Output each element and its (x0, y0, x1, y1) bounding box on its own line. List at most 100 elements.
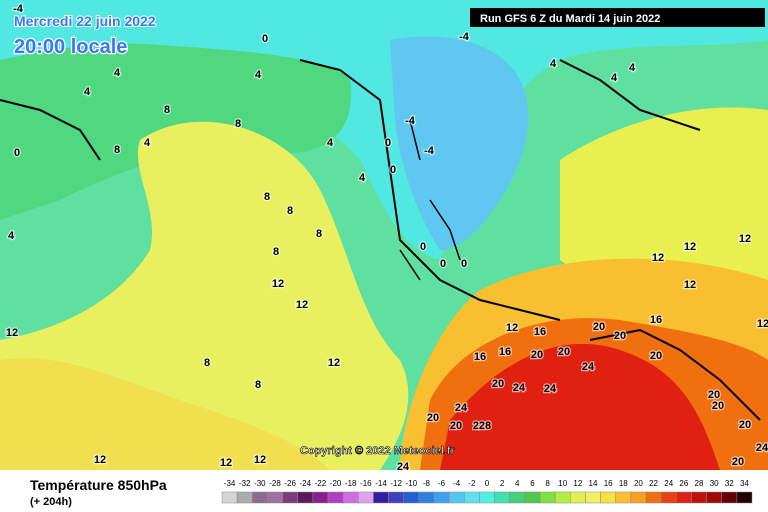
scale-label: 12 (573, 479, 582, 488)
scale-label: 26 (679, 479, 688, 488)
scale-swatch (312, 491, 329, 504)
contour-label: 4 (629, 62, 636, 74)
contour-label: 20 (732, 456, 744, 468)
scale-swatch (676, 491, 692, 504)
scale-label: -8 (423, 479, 431, 488)
scale-label: -34 (224, 479, 236, 488)
scale-swatch (615, 491, 632, 504)
scale-swatch (358, 491, 374, 504)
scale-label: -28 (269, 479, 281, 488)
contour-label: 8 (164, 104, 170, 116)
contour-label: 4 (114, 67, 121, 79)
contour-label: 20 (712, 400, 724, 412)
scale-swatch (539, 491, 556, 504)
scale-label: -4 (453, 479, 461, 488)
contour-label: 20 (558, 346, 570, 358)
contour-label: 20 (450, 420, 462, 432)
scale-swatch (585, 491, 601, 504)
contour-label: 4 (327, 137, 334, 149)
forecast-date: Mercredi 22 juin 2022 (14, 13, 156, 29)
contour-label: 8 (114, 144, 120, 156)
contour-label: 20 (708, 389, 720, 401)
scale-label: 30 (710, 479, 719, 488)
scale-label: 16 (604, 479, 613, 488)
contour-label: 20 (739, 419, 751, 431)
scale-swatch (464, 491, 480, 504)
contour-label: 12 (254, 454, 266, 466)
scale-label: 20 (634, 479, 643, 488)
scale-label: 6 (530, 479, 535, 488)
scale-swatch (600, 491, 616, 504)
scale-label: -20 (330, 479, 342, 488)
scale-label: -32 (239, 479, 251, 488)
scale-swatch (630, 491, 647, 504)
contour-label: 0 (440, 258, 446, 270)
contour-label: 20 (650, 350, 662, 362)
legend-title: Température 850hPa (30, 477, 167, 493)
contour-label: 16 (534, 326, 546, 338)
contour-label: 12 (684, 241, 696, 253)
scale-swatch (252, 491, 268, 504)
scale-swatch (570, 491, 586, 504)
contour-label: 24 (513, 382, 526, 394)
scale-label: 32 (725, 479, 734, 488)
hottest-zone (440, 343, 720, 470)
scale-swatch (418, 491, 435, 504)
contour-label: 0 (385, 137, 391, 149)
scale-swatch (736, 491, 753, 504)
contour-label: 12 (757, 318, 768, 330)
contour-label: 20 (427, 412, 439, 424)
contour-label: 24 (544, 383, 557, 395)
scale-swatch (494, 491, 510, 504)
contour-label: 8 (264, 191, 270, 203)
scale-label: 4 (515, 479, 520, 488)
contour-label: 0 (14, 147, 20, 159)
contour-label: 0 (420, 241, 426, 253)
contour-label: 4 (359, 172, 366, 184)
warm-east (560, 107, 768, 300)
contour-label: 0 (390, 164, 396, 176)
scale-swatch (509, 491, 526, 504)
contour-label: 12 (506, 322, 518, 334)
contour-label: 20 (593, 321, 605, 333)
contour-label: 8 (255, 379, 261, 391)
scale-label: -24 (300, 479, 312, 488)
scale-swatch (236, 491, 253, 504)
scale-swatch (706, 491, 722, 504)
contour-label: 0 (461, 258, 467, 270)
scale-swatch (524, 491, 541, 504)
contour-label: 4 (144, 137, 151, 149)
scale-swatch (691, 491, 707, 504)
scale-label: 14 (589, 479, 598, 488)
contour-label: 24 (756, 442, 768, 454)
scale-label: -16 (360, 479, 372, 488)
run-box (470, 8, 765, 27)
scale-label: -30 (254, 479, 266, 488)
contour-label: 4 (550, 58, 557, 70)
contour-label: -4 (459, 31, 470, 43)
scale-label: 2 (500, 479, 505, 488)
contour-label: 12 (6, 327, 18, 339)
scale-swatch (327, 491, 344, 504)
contour-label: 12 (272, 278, 284, 290)
coastlines (0, 59, 761, 421)
scale-swatch (342, 491, 359, 504)
scale-label: -10 (406, 479, 418, 488)
contour-label: 12 (328, 357, 340, 369)
scale-label: -22 (315, 479, 327, 488)
contour-label: 24 (455, 402, 468, 414)
scale-swatch (297, 491, 314, 504)
scale-swatch (479, 491, 495, 504)
scale-swatch (433, 491, 450, 504)
warm-zone-2 (0, 358, 330, 470)
contour-label: 24 (397, 461, 410, 473)
scale-label: 24 (664, 479, 673, 488)
scale-label: -18 (345, 479, 357, 488)
scale-label: 18 (619, 479, 628, 488)
contour-label: 12 (684, 279, 696, 291)
contour-label: 20 (614, 330, 626, 342)
contour-label: 4 (255, 69, 262, 81)
scale-swatch (645, 491, 662, 504)
contour-label: 20 (492, 378, 504, 390)
